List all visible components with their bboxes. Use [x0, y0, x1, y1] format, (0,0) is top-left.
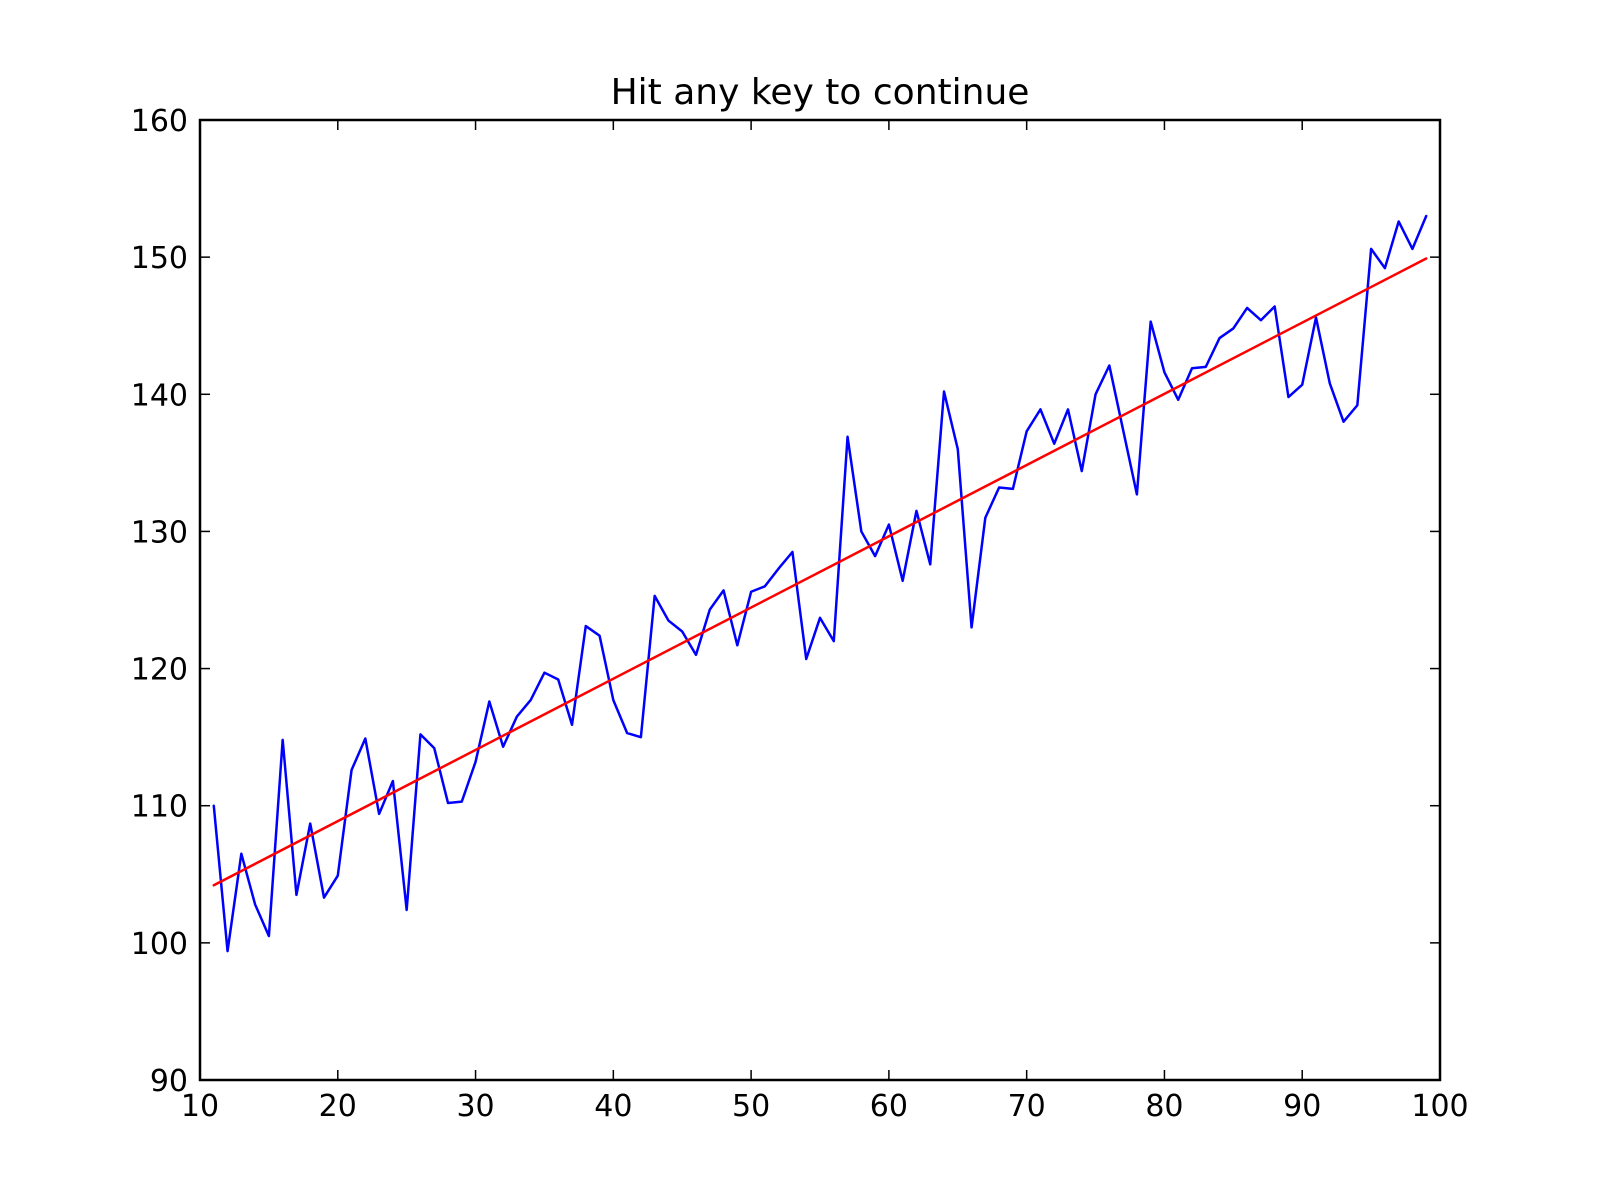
- data-series-line: [212, 214, 1428, 953]
- x-tick-label: 10: [181, 1089, 219, 1124]
- x-tick-label: 40: [594, 1089, 632, 1124]
- y-tick-label: 100: [131, 927, 188, 962]
- axes-frame: [198, 118, 1442, 1082]
- ticks-layer: 10 20 30 40 50 60 70 80 90 100 90 100 110 120 130 140 15…: [131, 104, 1469, 1124]
- x-tick-label: 90: [1283, 1089, 1321, 1124]
- chart-title: Hit any key to continue: [611, 72, 1030, 113]
- y-tick-label: 90: [150, 1064, 188, 1099]
- x-tick-label: 20: [319, 1089, 357, 1124]
- x-tick-label: 30: [456, 1089, 494, 1124]
- y-tick-label: 150: [131, 241, 188, 276]
- y-tick-label: 140: [131, 378, 188, 413]
- x-tick-label: 50: [732, 1089, 770, 1124]
- y-tick-label: 160: [131, 104, 188, 139]
- y-tick-label: 120: [131, 653, 188, 688]
- y-tick-label: 110: [131, 790, 188, 825]
- trend-line: [212, 257, 1428, 887]
- x-tick-label: 100: [1411, 1089, 1468, 1124]
- y-tick-label: 130: [131, 515, 188, 550]
- x-tick-label: 60: [870, 1089, 908, 1124]
- x-tick-label: 80: [1145, 1089, 1183, 1124]
- x-tick-label: 70: [1008, 1089, 1046, 1124]
- series-layer: [212, 214, 1428, 953]
